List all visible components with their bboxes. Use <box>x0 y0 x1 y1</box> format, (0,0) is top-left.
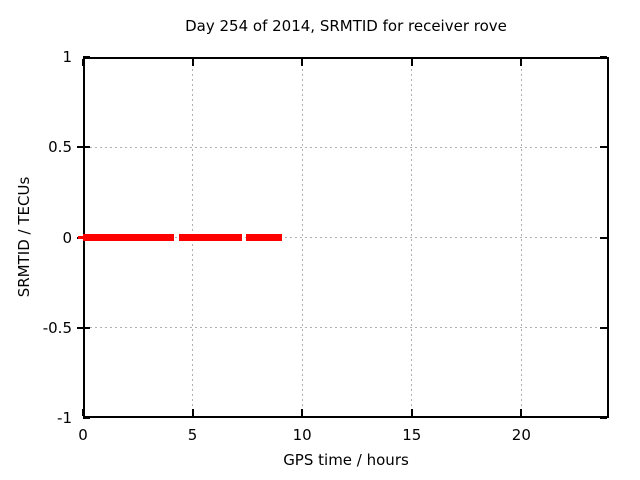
x-tick-bottom-10 <box>301 409 304 416</box>
x-tick-top-5 <box>191 59 194 66</box>
x-tick-label-5: 5 <box>187 426 198 444</box>
x-tick-label-15: 15 <box>402 426 422 444</box>
gridline-y-0.5 <box>85 146 607 148</box>
series-segment-0 <box>83 234 175 241</box>
y-tick-label--0.5: -0.5 <box>42 318 72 337</box>
x-tick-top-10 <box>301 59 304 66</box>
x-axis-label: GPS time / hours <box>283 451 409 469</box>
x-tick-top-0 <box>82 59 84 66</box>
y-tick-left--0.5 <box>77 326 90 329</box>
x-tick-top-15 <box>410 59 413 66</box>
x-tick-top-20 <box>520 59 523 66</box>
series-segment-1 <box>178 234 243 241</box>
gridline-y-0 <box>85 237 607 238</box>
x-tick-label-10: 10 <box>292 426 312 444</box>
x-tick-bottom-5 <box>191 409 194 416</box>
series-left-edge-overhang <box>78 236 84 239</box>
x-tick-bottom-20 <box>520 409 523 416</box>
y-tick-label-0: 0 <box>62 228 72 247</box>
y-tick-label--1: -1 <box>57 409 72 427</box>
chart-title: Day 254 of 2014, SRMTID for receiver rov… <box>185 17 507 35</box>
x-tick-label-0: 0 <box>78 426 88 444</box>
series-segment-2 <box>246 234 283 241</box>
x-tick-bottom-0 <box>82 409 84 416</box>
y-tick-left--1 <box>83 417 90 419</box>
y-tick-label-0.5: 0.5 <box>48 138 72 157</box>
x-tick-bottom-15 <box>410 409 413 416</box>
y-tick-label-1: 1 <box>62 48 72 66</box>
y-tick-right-1 <box>600 56 607 58</box>
y-tick-right-0 <box>600 236 607 239</box>
gridline-y--0.5 <box>85 327 607 329</box>
y-tick-right--1 <box>600 417 607 419</box>
y-tick-right--0.5 <box>600 326 607 329</box>
x-tick-label-20: 20 <box>511 426 531 444</box>
y-tick-left-1 <box>83 56 90 58</box>
y-tick-right-0.5 <box>600 146 607 149</box>
y-tick-left-0.5 <box>77 146 90 149</box>
